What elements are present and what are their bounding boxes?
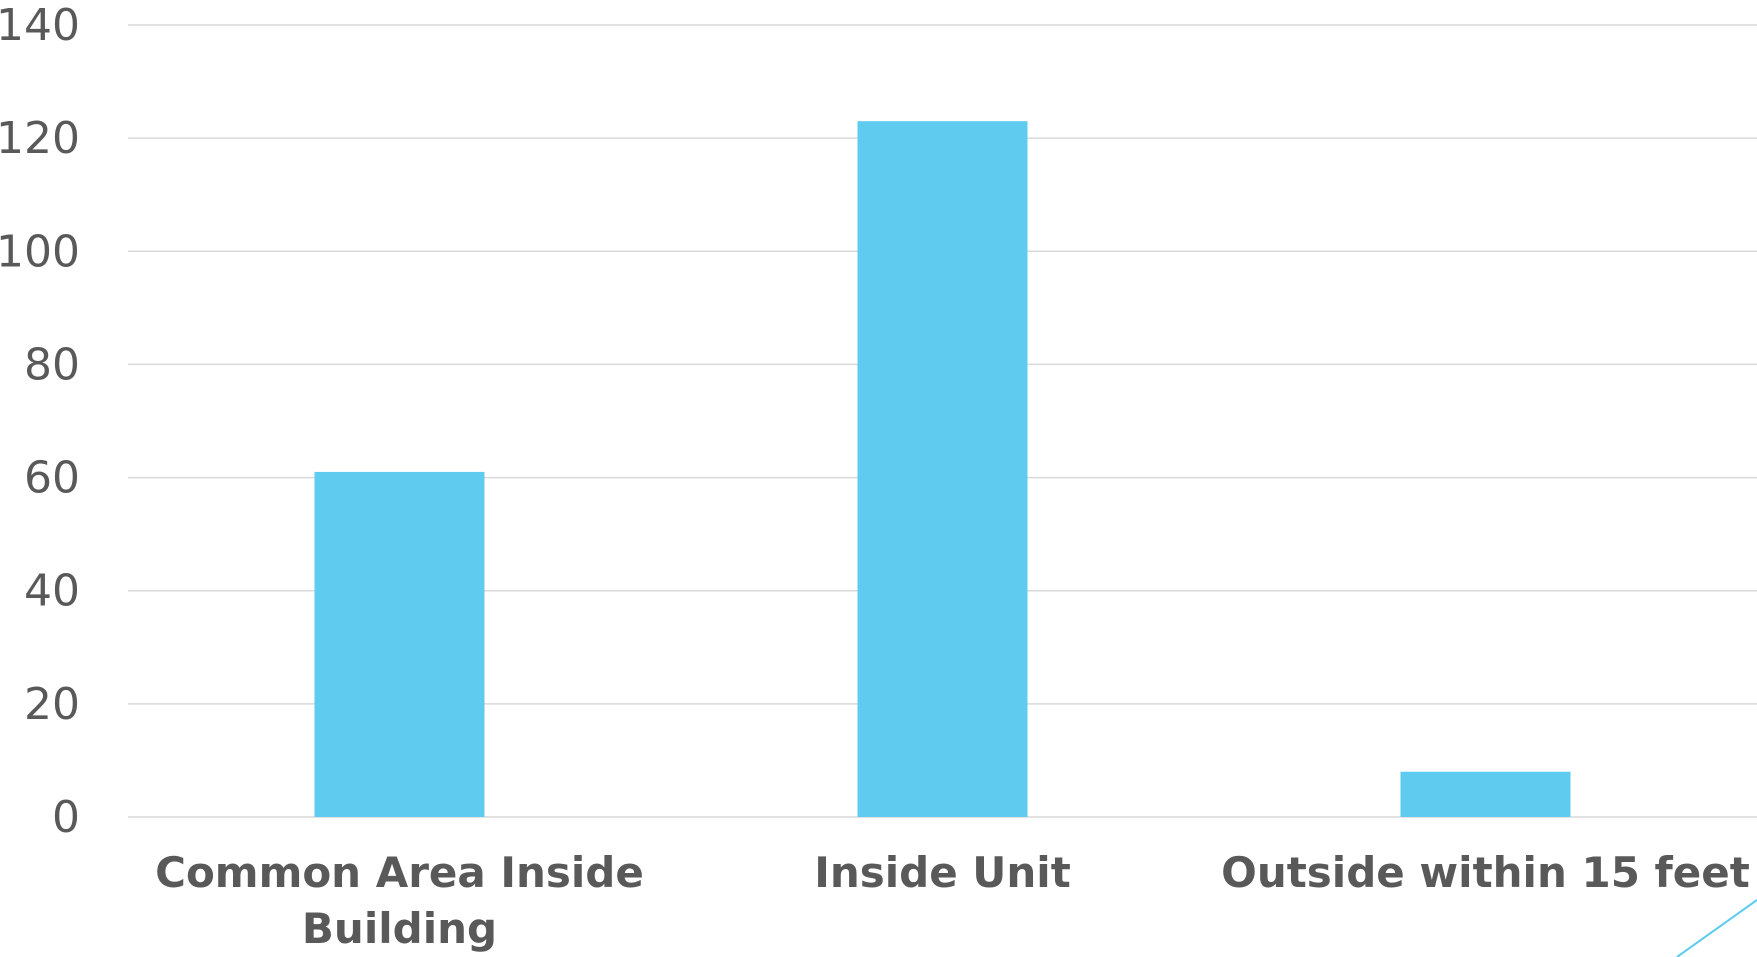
bar	[1400, 771, 1571, 817]
y-tick-label: 40	[24, 566, 80, 617]
y-tick-label: 60	[24, 453, 80, 504]
y-axis-tick-labels: 0 20 40 60 80 100 120 140	[0, 0, 80, 843]
x-axis-category-labels: Common Area Inside Building Inside Unit Out…	[155, 848, 1750, 953]
y-tick-label: 120	[0, 113, 80, 164]
y-tick-label: 100	[0, 226, 80, 277]
y-tick-label: 140	[0, 0, 80, 51]
bar	[857, 121, 1028, 817]
y-tick-label: 20	[24, 679, 80, 730]
x-category-label: Common Area Inside Building	[155, 848, 644, 953]
decorative-accent-line	[1676, 899, 1757, 957]
bars	[314, 121, 1571, 817]
y-tick-label: 0	[52, 792, 80, 843]
bar	[314, 471, 485, 817]
x-category-label: Outside within 15 feet	[1221, 848, 1750, 897]
x-category-label: Inside Unit	[814, 848, 1071, 897]
y-tick-label: 80	[24, 339, 80, 390]
